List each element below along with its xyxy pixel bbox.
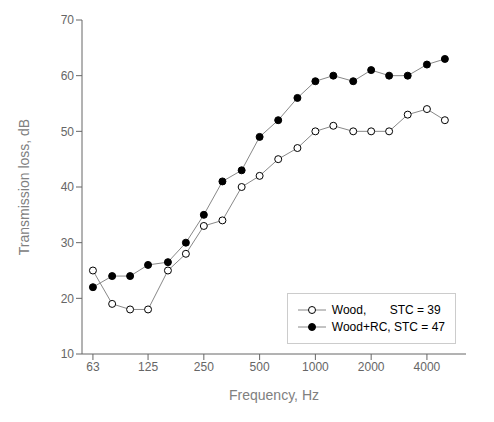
- html-text:Wood, STC = 39: Wood, STC = 39: [331, 303, 441, 317]
- svg-text:4000: 4000: [414, 360, 441, 374]
- svg-text:125: 125: [138, 360, 158, 374]
- svg-text:63: 63: [86, 360, 100, 374]
- html-text:Wood+RC, STC = 47: Wood+RC, STC = 47: [331, 320, 445, 334]
- svg-text:30: 30: [61, 236, 75, 250]
- svg-text:10: 10: [61, 347, 75, 361]
- svg-text:40: 40: [61, 180, 75, 194]
- svg-text:2000: 2000: [358, 360, 385, 374]
- svg-text:Frequency, Hz: Frequency, Hz: [229, 387, 319, 403]
- svg-text:500: 500: [250, 360, 270, 374]
- svg-text:50: 50: [61, 125, 75, 139]
- svg-text:70: 70: [61, 13, 75, 27]
- svg-text:60: 60: [61, 69, 75, 83]
- svg-text:250: 250: [194, 360, 214, 374]
- svg-text:Transmission loss, dB: Transmission loss, dB: [16, 119, 32, 255]
- svg-text:1000: 1000: [302, 360, 329, 374]
- svg-text:20: 20: [61, 292, 75, 306]
